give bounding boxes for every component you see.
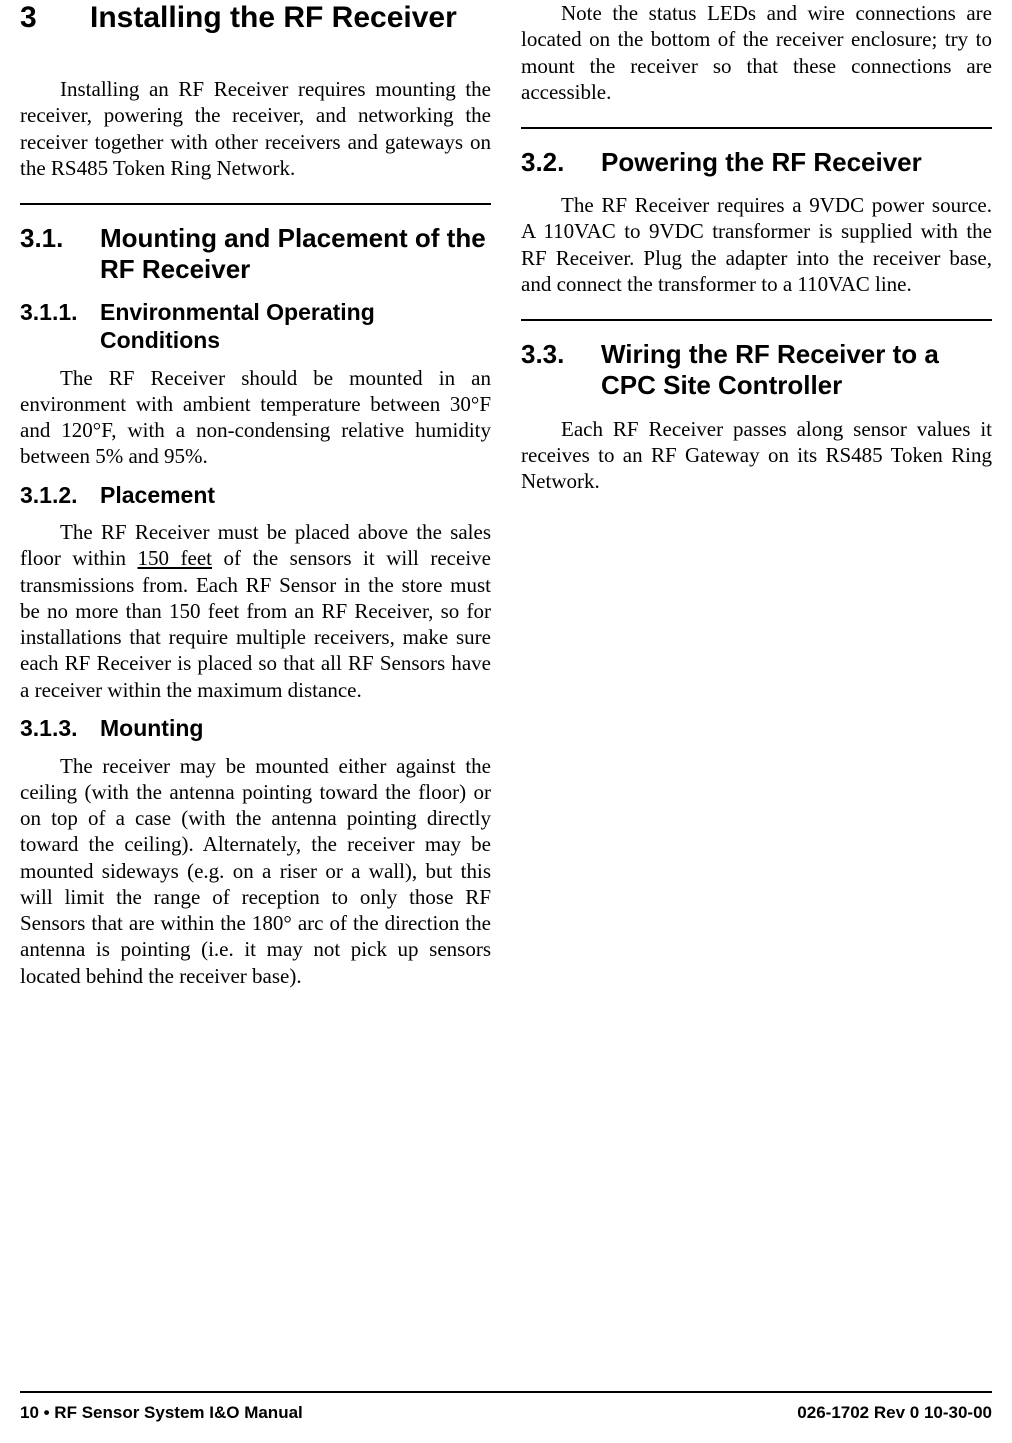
body-text: Note the status LEDs and wire connection… (521, 0, 992, 105)
section-title: Powering the RF Receiv­er (601, 147, 992, 178)
section-heading: 3.1. Mounting and Placement of the RF Re… (20, 223, 491, 285)
subsection-title: Placement (100, 482, 491, 510)
section-title: Mounting and Placement of the RF Receive… (100, 223, 491, 285)
section-3-1: 3.1. Mounting and Placement of the RF Re… (20, 203, 491, 285)
subsection-3-1-2: 3.1.2. Placement (20, 482, 491, 510)
underlined-text: 150 feet (138, 546, 212, 570)
subsection-3-1-3: 3.1.3. Mounting (20, 715, 491, 743)
subsection-number: 3.1.2. (20, 482, 100, 510)
body-text: Each RF Receiver passes along sensor val… (521, 416, 992, 495)
body-text: The RF Receiver requires a 9VDC power so… (521, 192, 992, 297)
section-3-2: 3.2. Powering the RF Receiv­er (521, 127, 992, 178)
section-title: Wiring the RF Receiver to a CPC Site Con… (601, 339, 992, 401)
section-number: 3.2. (521, 147, 601, 178)
subsection-title: Mounting (100, 715, 491, 743)
chapter-title: Installing the RF Re­ceiver (90, 0, 491, 36)
footer-right: 026-1702 Rev 0 10-30-00 (797, 1403, 992, 1423)
section-number: 3.3. (521, 339, 601, 401)
body-text: The receiver may be mounted either again… (20, 753, 491, 989)
chapter-heading: 3 Installing the RF Re­ceiver (20, 0, 491, 36)
subsection-number: 3.1.1. (20, 299, 100, 354)
page-columns: 3 Installing the RF Re­ceiver Installing… (20, 0, 992, 1320)
body-text: The RF Receiver should be mounted in an … (20, 365, 491, 470)
subsection-number: 3.1.3. (20, 715, 100, 743)
section-heading: 3.2. Powering the RF Receiv­er (521, 147, 992, 178)
subsection-title: Environmental Operating Conditions (100, 299, 491, 354)
page-footer: 10 • RF Sensor System I&O Manual 026-170… (20, 1391, 992, 1423)
subsection-3-1-1: 3.1.1. Environmental Operating Condition… (20, 299, 491, 354)
footer-left: 10 • RF Sensor System I&O Manual (20, 1403, 303, 1423)
section-3-3: 3.3. Wiring the RF Receiver to a CPC Sit… (521, 319, 992, 401)
body-text: The RF Receiver must be placed above the… (20, 519, 491, 703)
section-heading: 3.3. Wiring the RF Receiver to a CPC Sit… (521, 339, 992, 401)
chapter-number: 3 (20, 0, 90, 36)
chapter-intro: Installing an RF Receiver requires mount… (20, 76, 491, 181)
section-number: 3.1. (20, 223, 100, 285)
